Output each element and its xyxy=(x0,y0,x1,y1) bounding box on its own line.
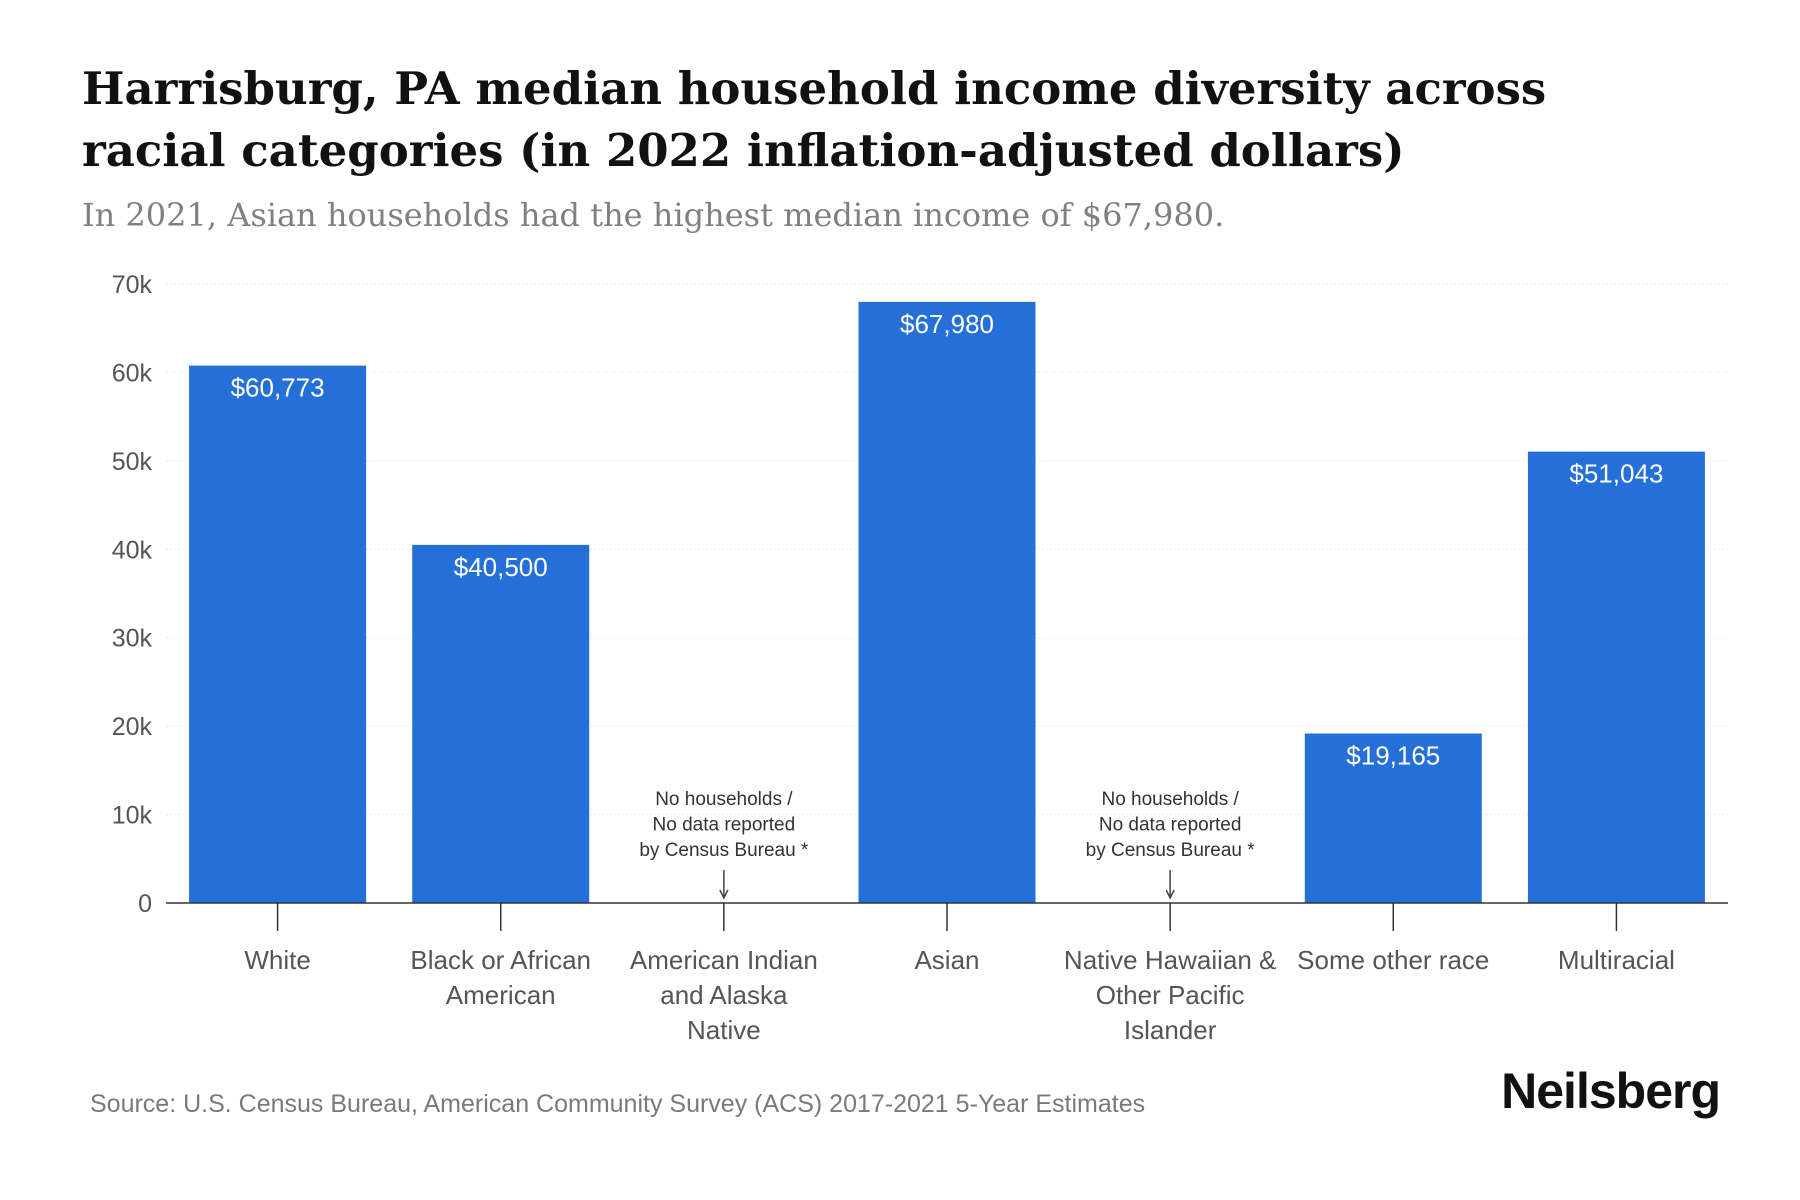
y-tick-label: 0 xyxy=(138,890,152,918)
bar-value-label: $40,500 xyxy=(454,552,548,582)
x-tick-label: White xyxy=(244,945,310,975)
y-tick-label: 40k xyxy=(112,536,153,564)
x-tick-label: Native xyxy=(687,1015,761,1045)
y-tick-label: 10k xyxy=(112,802,153,830)
x-tick-label: American Indian xyxy=(630,945,818,975)
bar xyxy=(412,544,590,903)
x-tick-label: Black or African xyxy=(410,945,591,975)
bar-value-label: $60,773 xyxy=(231,373,325,403)
bar-value-label: $51,043 xyxy=(1569,459,1663,489)
x-tick-label: Some other race xyxy=(1297,945,1489,975)
no-data-arrowhead xyxy=(719,889,729,900)
y-tick-label: 70k xyxy=(112,271,153,299)
y-tick-label: 20k xyxy=(112,713,153,741)
no-data-arrowhead xyxy=(1165,889,1175,900)
y-tick-label: 50k xyxy=(112,448,153,476)
no-data-note: No households / xyxy=(655,789,793,810)
y-tick-label: 60k xyxy=(112,359,153,387)
bar xyxy=(189,365,367,904)
bar-value-label: $67,980 xyxy=(900,309,994,339)
chart-title: Harrisburg, PA median household income d… xyxy=(82,62,1547,177)
brand-logo: Neilsberg xyxy=(1501,1063,1721,1119)
chart-subtitle: In 2021, Asian households had the highes… xyxy=(82,196,1225,234)
x-tick-label: Other Pacific xyxy=(1096,980,1245,1010)
bar xyxy=(1304,733,1482,903)
bar xyxy=(1527,451,1705,903)
bar-value-label: $19,165 xyxy=(1346,741,1440,771)
x-tick-label: American xyxy=(446,980,556,1010)
no-data-note: by Census Bureau * xyxy=(639,840,809,861)
no-data-note: No households / xyxy=(1101,789,1239,810)
no-data-note: No data reported xyxy=(653,815,796,836)
x-tick-label: Islander xyxy=(1124,1015,1217,1045)
bar xyxy=(858,301,1036,904)
x-tick-label: and Alaska xyxy=(660,980,788,1010)
y-tick-label: 30k xyxy=(112,625,153,653)
no-data-note: No data reported xyxy=(1099,815,1242,836)
source-note: Source: U.S. Census Bureau, American Com… xyxy=(90,1090,1146,1118)
x-tick-label: Asian xyxy=(914,945,979,975)
x-tick-label: Multiracial xyxy=(1558,945,1675,975)
no-data-note: by Census Bureau * xyxy=(1086,840,1256,861)
x-tick-label: Native Hawaiian & xyxy=(1064,945,1276,975)
